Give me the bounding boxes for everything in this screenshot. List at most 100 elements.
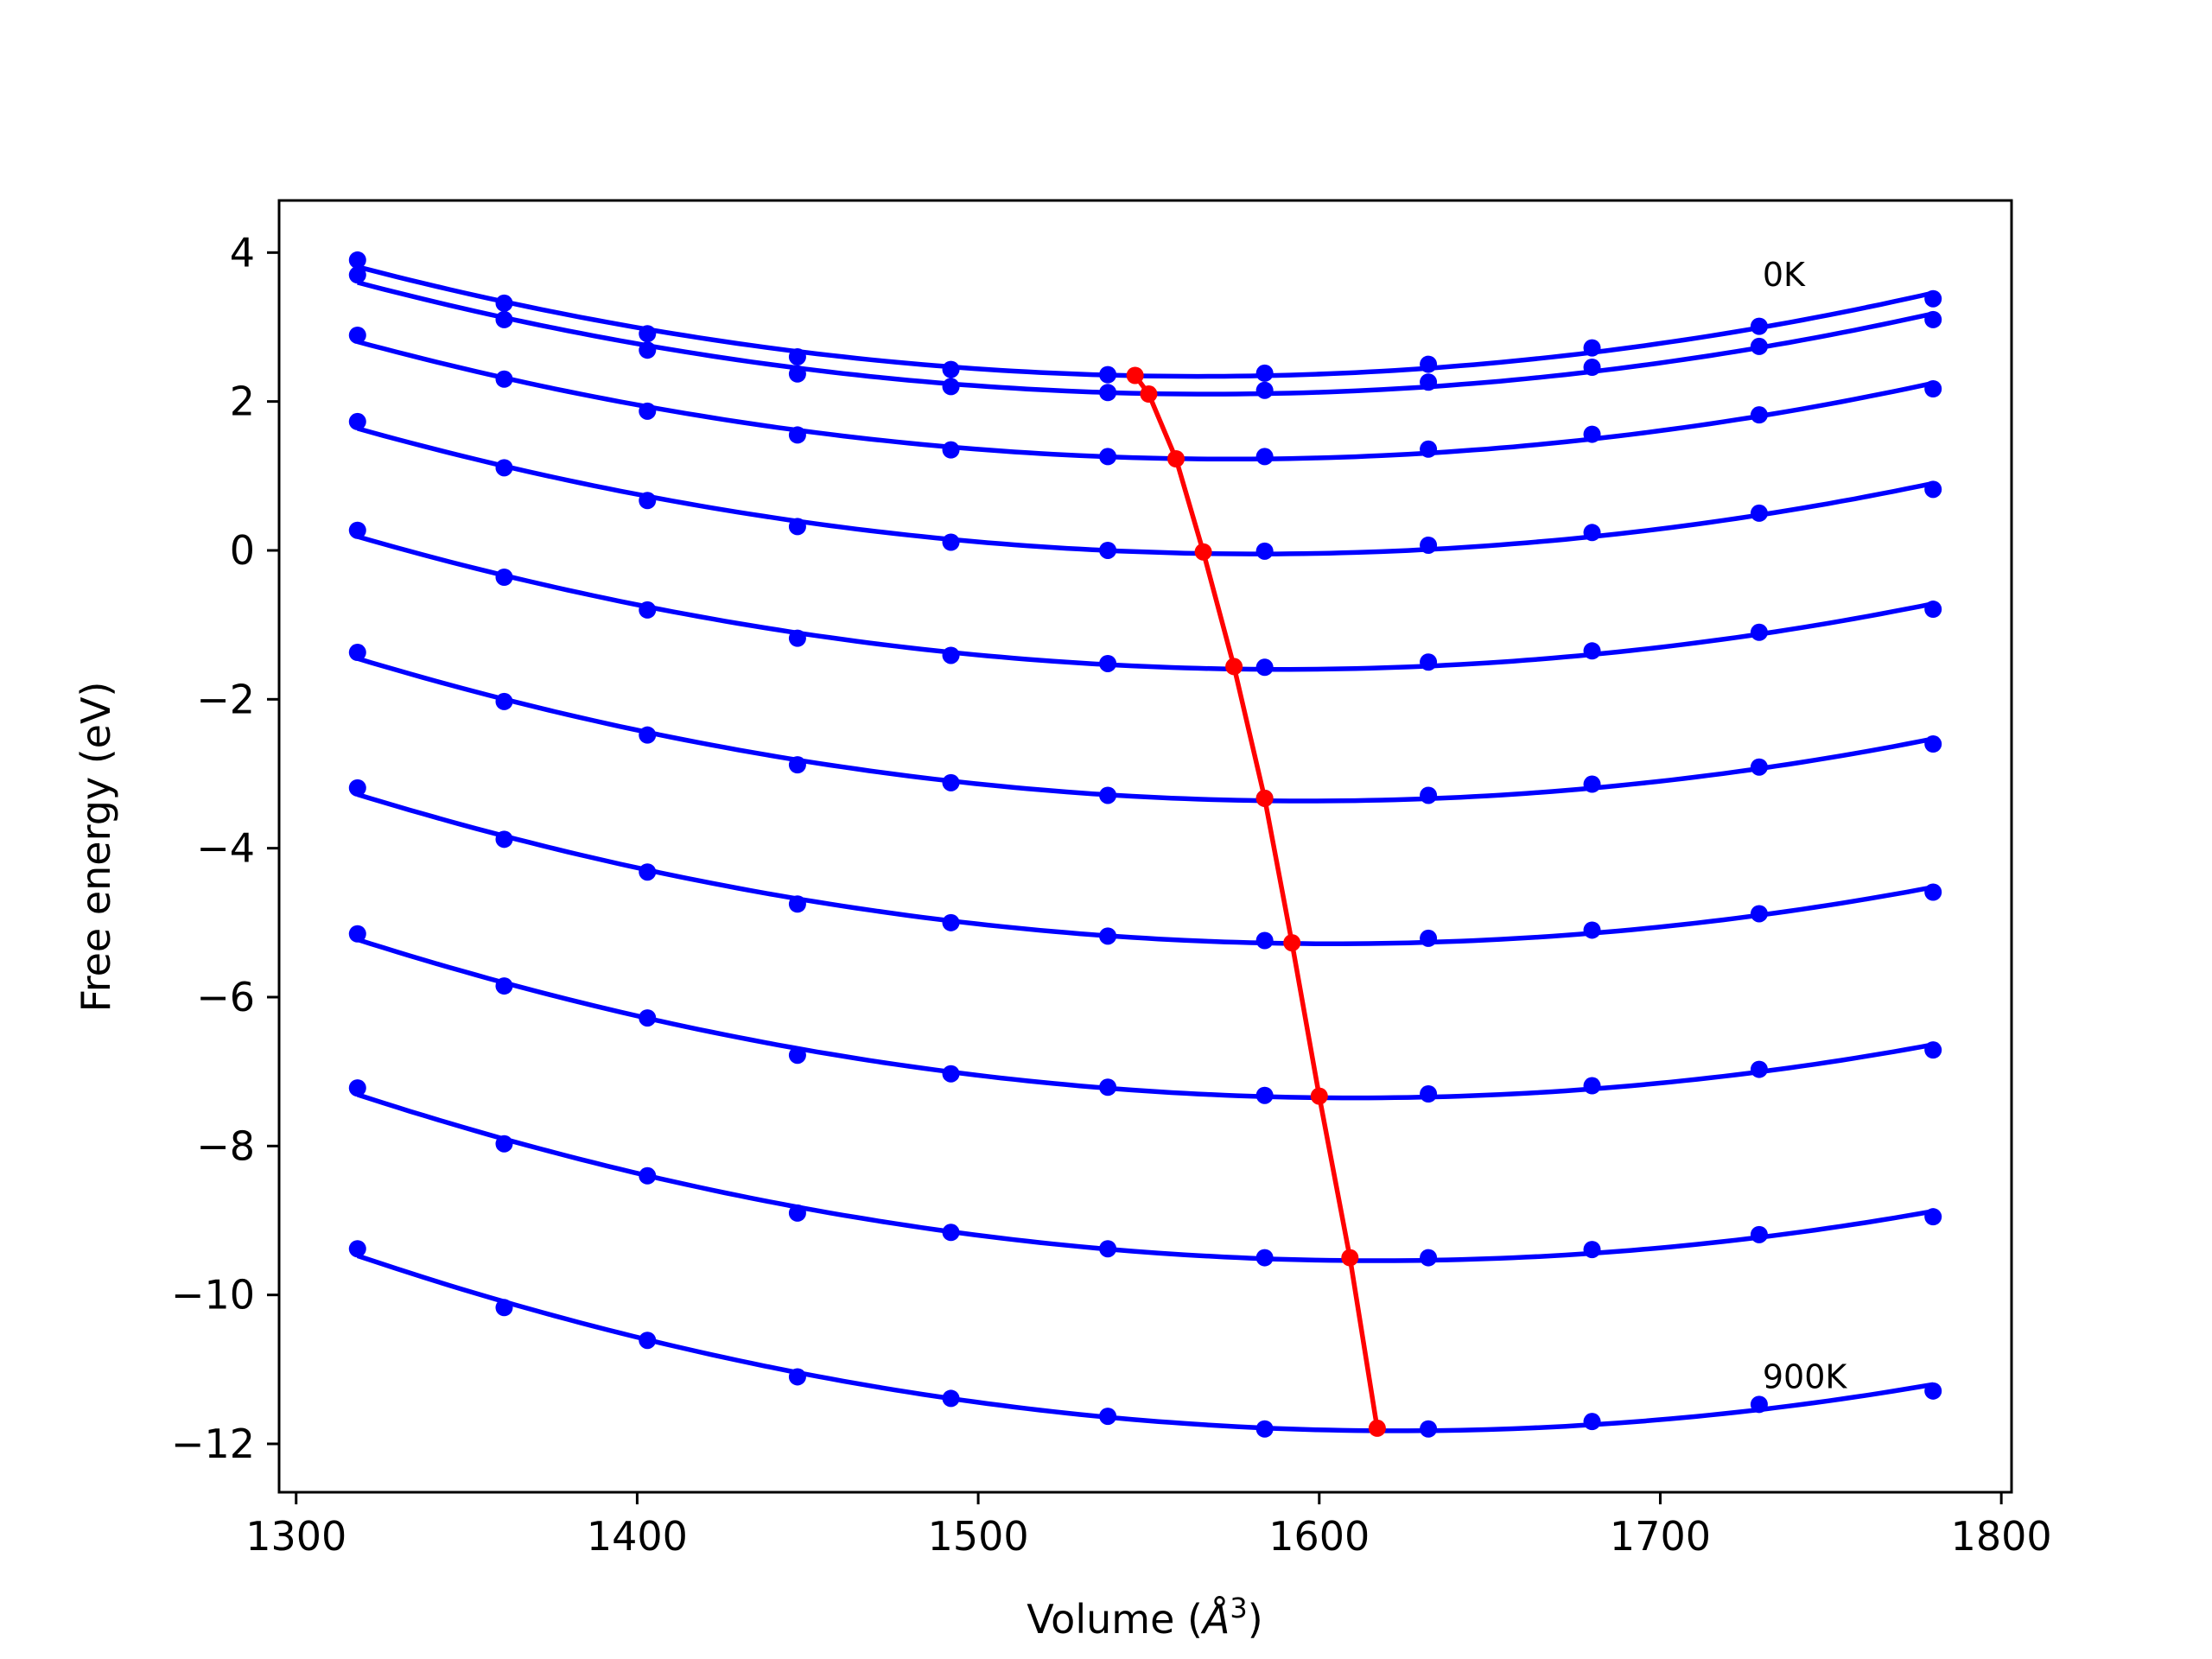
data-point (788, 629, 806, 647)
energy-curve-7 (356, 937, 1934, 1101)
x-tick-label: 1700 (1610, 1513, 1711, 1560)
data-point (495, 692, 513, 710)
y-axis-label: Free energy (eV) (73, 682, 119, 1013)
data-point (942, 360, 960, 378)
data-point (1099, 1408, 1117, 1426)
data-point (1750, 504, 1768, 522)
data-point (788, 426, 806, 444)
data-point (1924, 601, 1942, 619)
data-point (942, 1065, 960, 1083)
data-point (1924, 1382, 1942, 1400)
data-point (348, 779, 366, 797)
data-point (495, 1299, 513, 1317)
data-point (1420, 536, 1438, 554)
data-point (348, 1240, 366, 1258)
data-point (1099, 541, 1117, 559)
data-point (495, 459, 513, 477)
minimum-point (1167, 450, 1185, 467)
data-point (1255, 448, 1274, 466)
data-point (348, 521, 366, 539)
temperature-annotation: 900K (1763, 1357, 1848, 1395)
data-point (348, 644, 366, 662)
minimum-point (1310, 1087, 1328, 1105)
y-tick-label: −12 (171, 1421, 255, 1467)
data-point (1583, 1413, 1601, 1431)
x-tick-label: 1800 (1951, 1513, 2052, 1560)
data-point (788, 895, 806, 913)
data-point (1420, 929, 1438, 947)
data-point (788, 1046, 806, 1065)
data-point (639, 341, 657, 359)
data-point (495, 830, 513, 849)
annotations-group: 0K 900K (1763, 256, 1848, 1395)
data-point (1924, 480, 1942, 499)
data-point (1420, 786, 1438, 804)
data-point (1924, 735, 1942, 753)
energy-curve-3 (357, 426, 1934, 556)
data-point (1750, 623, 1768, 641)
data-point (1420, 373, 1438, 391)
data-point (1924, 1208, 1942, 1226)
data-point (495, 977, 513, 995)
x-axis-label-end: ) (1248, 1596, 1263, 1643)
data-point (1099, 1240, 1117, 1258)
data-point (1750, 337, 1768, 355)
y-tick-label: −8 (196, 1122, 255, 1169)
y-tick-label: 2 (230, 378, 255, 425)
data-point (1099, 448, 1117, 466)
data-point (1255, 1420, 1274, 1438)
data-point (1583, 642, 1601, 660)
data-point (1099, 927, 1117, 945)
data-point (1924, 1041, 1942, 1059)
data-point (788, 347, 806, 365)
minima-line (1133, 373, 1380, 1429)
data-point (1420, 440, 1438, 458)
data-point (1255, 1086, 1274, 1104)
data-point (1583, 775, 1601, 793)
data-point (942, 1224, 960, 1242)
data-point (788, 756, 806, 774)
data-point (942, 913, 960, 931)
data-point (1750, 406, 1768, 424)
data-point (788, 1204, 806, 1222)
data-point (1099, 654, 1117, 672)
x-axis-label: Volume (Å3) (1027, 1592, 1262, 1643)
data-point (942, 533, 960, 551)
data-point (1750, 1395, 1768, 1414)
data-point (1583, 1241, 1601, 1259)
x-tick-label: 1600 (1268, 1513, 1370, 1560)
data-point (639, 1009, 657, 1027)
data-point (495, 1135, 513, 1153)
x-axis-label-unit: Å (1200, 1596, 1230, 1643)
data-point (1924, 310, 1942, 328)
minimum-point (1140, 385, 1158, 404)
energy-curve-5 (357, 656, 1934, 804)
data-point (1255, 658, 1274, 677)
data-point (1099, 1078, 1117, 1096)
curves-group (348, 251, 1942, 1438)
data-point (639, 492, 657, 510)
y-tick-label: −2 (196, 676, 255, 722)
plot-frame (277, 199, 2013, 1494)
x-tick-label: 1300 (245, 1513, 346, 1560)
data-point (1255, 364, 1274, 382)
data-point (1583, 1077, 1601, 1095)
y-tick-label: 0 (230, 527, 255, 574)
energy-curve-4 (357, 534, 1934, 672)
data-point (1750, 317, 1768, 335)
x-tick-label: 1400 (587, 1513, 688, 1560)
data-point (1924, 289, 1942, 308)
data-point (1750, 758, 1768, 776)
data-point (1583, 524, 1601, 542)
data-point (1750, 1225, 1768, 1243)
data-point (942, 1389, 960, 1408)
minimum-point (1225, 658, 1243, 676)
data-point (1583, 339, 1601, 357)
data-point (1255, 931, 1274, 950)
data-point (348, 1079, 366, 1097)
minimum-point (1341, 1249, 1359, 1267)
data-point (1420, 1249, 1438, 1267)
temperature-annotation: 0K (1763, 256, 1806, 294)
data-point (942, 378, 960, 396)
